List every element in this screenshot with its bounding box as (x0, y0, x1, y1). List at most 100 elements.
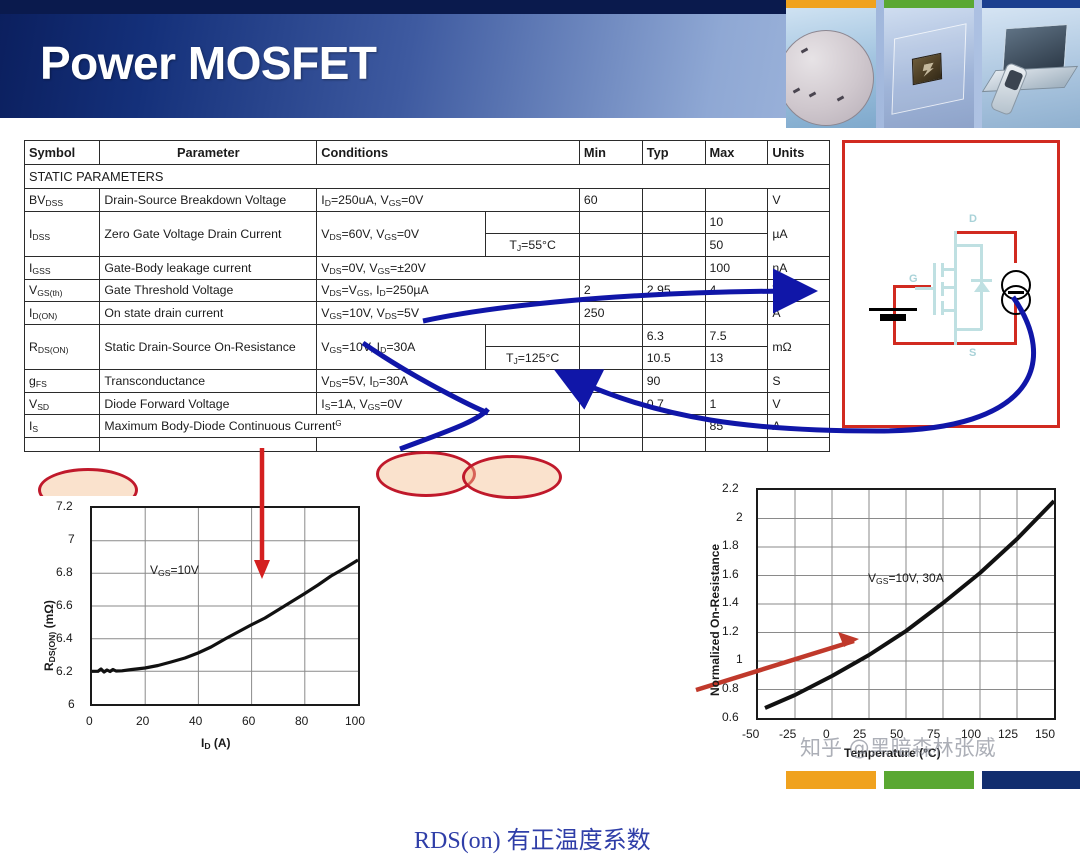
cell-typ (641, 187, 706, 212)
cell-symbol: VGS(th) (23, 278, 101, 303)
right-chart-annotation: VGS=10V, 30A (868, 571, 944, 586)
right-x-tick-100: 100 (961, 727, 982, 741)
right-y-tick-2-2: 2.2 (722, 481, 739, 495)
cell-min (578, 233, 643, 257)
cell-typ: 0.7 (641, 391, 706, 416)
right-y-tick-1-4: 1.4 (722, 595, 739, 609)
left-y-tick-6-2: 6.2 (56, 664, 73, 678)
left-y-tick-6-8: 6.8 (56, 565, 73, 579)
cell-min (578, 369, 643, 393)
left-x-tick-80: 80 (295, 714, 309, 728)
left-chart-plot-area: VGS=10V (90, 448, 360, 706)
cell-conditions-sub: TJ=55°C (485, 233, 580, 257)
cell-symbol: VSD (23, 391, 101, 416)
cell-min (578, 323, 643, 348)
right-x-tick-150: 150 (1035, 727, 1056, 741)
source-wire-bottom-right (955, 342, 1017, 345)
cell-symbol: IDSS (23, 210, 101, 257)
table-row: TJ=55°C 50 (25, 233, 830, 257)
cell-conditions-sub (485, 323, 580, 347)
cell-parameter: Zero Gate Voltage Drain Current (99, 210, 318, 257)
cell-units: mΩ (767, 323, 830, 371)
gate-wire-horizontal (893, 285, 931, 288)
section-label-static-parameters: STATIC PARAMETERS (24, 163, 830, 189)
cell-min (578, 414, 643, 438)
id-30a-highlight (462, 455, 562, 499)
cell-symbol: IGSS (23, 255, 101, 280)
current-source-circle-bottom (1001, 285, 1031, 315)
left-y-tick-7: 7 (68, 532, 75, 546)
cell-typ: 6.3 (641, 323, 706, 348)
page-title: Power MOSFET (40, 37, 377, 89)
cell-conditions: VDS=5V, ID=30A (316, 369, 580, 393)
cell-conditions-sub: TJ=125°C (485, 346, 580, 371)
footer-bar-navy (982, 771, 1080, 789)
table-row: ID(ON) On state drain current VGS=10V, V… (23, 301, 830, 325)
col-header-typ: Typ (641, 140, 706, 165)
cell-typ (641, 233, 706, 257)
watermark: 知乎 @黑暗森林张威 (800, 736, 996, 760)
col-header-min: Min (578, 140, 643, 165)
note-positive-tempco: RDS(on) 有正温度系数 (414, 828, 651, 854)
footer-color-bars (786, 771, 1080, 789)
cell-max (704, 187, 769, 212)
table-header-row: Symbol Parameter Conditions Min Typ Max … (23, 140, 830, 165)
body-diode-bar (971, 279, 992, 282)
cell-typ: 2.95 (641, 278, 706, 303)
chart-normalized-rdson-vs-temperature: VGS=10V, 30A 2.2 2 1.8 1.6 1.4 1.2 1 0.8… (695, 476, 1060, 771)
battery-short-plate (880, 314, 906, 321)
right-x-tick--50: -50 (742, 727, 760, 741)
cell-typ: 10.5 (641, 346, 706, 371)
cell-units: A (767, 301, 830, 325)
cell-min (578, 210, 643, 235)
cell-units: S (767, 369, 830, 393)
fet-drain-source-rail (954, 231, 957, 345)
cell-max: 10 (704, 210, 769, 235)
body-diode-triangle (974, 281, 990, 292)
right-x-tick-25: 25 (853, 727, 867, 741)
thumb-body (786, 8, 876, 128)
header-thumbnail-strip (786, 0, 1080, 128)
fet-body-diode-bot-wire (954, 328, 982, 331)
cell-symbol: gFS (23, 369, 101, 393)
cell-max: 7.5 (704, 323, 769, 348)
right-chart-ylabel: Normalized On-Resistance (708, 543, 722, 696)
table-row: VGS(th) Gate Threshold Voltage VDS=VGS, … (23, 278, 830, 303)
fet-channel-seg-bot (941, 301, 944, 315)
col-header-max: Max (704, 140, 769, 165)
cell-min: 250 (578, 301, 643, 325)
cell-max: 4 (704, 278, 769, 303)
table-row: IDSS Zero Gate Voltage Drain Current VDS… (23, 210, 830, 257)
fet-body-lead (943, 286, 955, 289)
cell-min (578, 346, 643, 371)
left-x-tick-0: 0 (86, 714, 93, 728)
cell-min (578, 391, 643, 416)
cell-parameter: Maximum Body-Diode Continuous CurrentG (99, 414, 580, 438)
datasheet-table: Symbol Parameter Conditions Min Typ Max … (23, 140, 830, 452)
cell-max: 100 (704, 255, 769, 280)
fet-gate-lead (915, 287, 935, 290)
table-row: VSD Diode Forward Voltage IS=1A, VGS=0V … (23, 391, 830, 416)
cell-parameter: Gate-Body leakage current (99, 255, 318, 280)
right-x-tick-125: 125 (998, 727, 1019, 741)
cell-symbol: BVDSS (23, 187, 101, 212)
table-row-spacer (23, 437, 830, 452)
thumb-silicon-wafer (786, 0, 876, 128)
cell-conditions: VDS=60V, VGS=0V (316, 210, 487, 257)
fet-source-lead (943, 309, 955, 312)
table-row: IGSS Gate-Body leakage current VDS=0V, V… (23, 255, 830, 280)
cell-typ (641, 301, 706, 325)
cell-max: 85 (704, 414, 769, 438)
schematic-label-gate: G (909, 273, 918, 285)
cell-max: 13 (704, 346, 769, 371)
cell-conditions: VGS=10V, VDS=5V (316, 301, 580, 325)
cell-typ: 90 (641, 369, 706, 393)
col-header-parameter: Parameter (99, 140, 318, 165)
right-chart-xlabel: Temperature (°C) (844, 746, 941, 760)
cell-symbol: IS (23, 414, 101, 438)
left-chart-xlabel: ID (A) (201, 736, 231, 751)
left-y-tick-6: 6 (68, 697, 75, 711)
vgs-10v-highlight (376, 451, 476, 497)
slide-root: Power MOSFET (0, 0, 1080, 789)
right-y-tick-0-6: 0.6 (722, 710, 739, 724)
